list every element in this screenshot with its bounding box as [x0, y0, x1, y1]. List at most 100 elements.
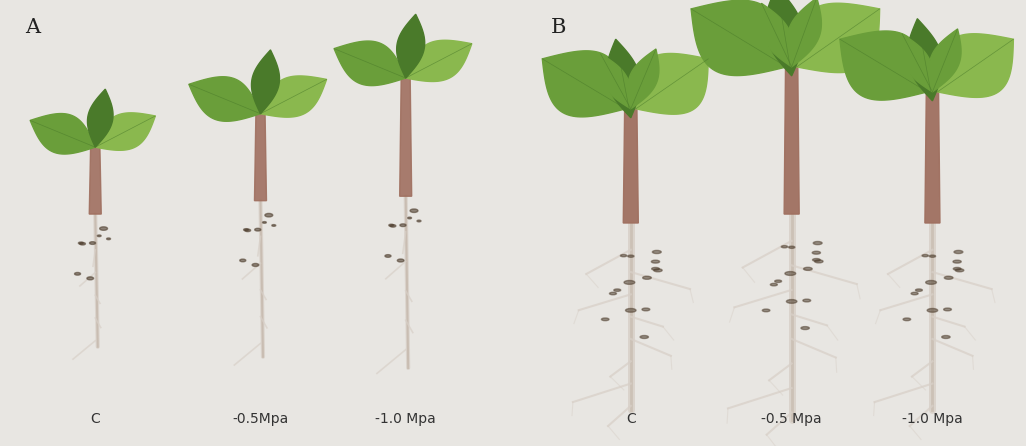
Polygon shape: [929, 29, 961, 92]
Ellipse shape: [953, 268, 961, 270]
Text: -1.0 Mpa: -1.0 Mpa: [902, 412, 962, 426]
Ellipse shape: [903, 318, 911, 321]
Ellipse shape: [80, 243, 85, 245]
Ellipse shape: [803, 299, 811, 302]
Polygon shape: [787, 0, 822, 67]
Ellipse shape: [942, 335, 950, 339]
Polygon shape: [400, 54, 411, 196]
Polygon shape: [251, 50, 279, 114]
Ellipse shape: [953, 260, 961, 263]
Ellipse shape: [621, 255, 627, 257]
Text: B: B: [550, 18, 565, 37]
Ellipse shape: [654, 269, 662, 272]
Ellipse shape: [245, 229, 250, 231]
Ellipse shape: [815, 260, 823, 263]
Ellipse shape: [407, 217, 411, 219]
Text: -1.0 Mpa: -1.0 Mpa: [376, 412, 436, 426]
Polygon shape: [902, 34, 934, 92]
Ellipse shape: [390, 225, 396, 227]
Ellipse shape: [954, 250, 962, 254]
Polygon shape: [405, 40, 472, 82]
Ellipse shape: [78, 242, 83, 244]
Ellipse shape: [928, 309, 938, 312]
Polygon shape: [261, 76, 326, 117]
Ellipse shape: [801, 326, 810, 330]
Ellipse shape: [397, 259, 404, 262]
Ellipse shape: [263, 222, 267, 223]
Ellipse shape: [389, 224, 394, 226]
Ellipse shape: [100, 227, 108, 230]
Polygon shape: [784, 54, 799, 214]
Ellipse shape: [626, 309, 636, 312]
Ellipse shape: [272, 225, 276, 226]
Polygon shape: [692, 0, 787, 75]
Polygon shape: [636, 54, 708, 114]
Ellipse shape: [385, 255, 391, 257]
Polygon shape: [254, 89, 267, 201]
Ellipse shape: [640, 335, 648, 339]
Ellipse shape: [252, 264, 259, 266]
Text: C: C: [90, 412, 101, 426]
Polygon shape: [764, 0, 803, 76]
Polygon shape: [189, 77, 261, 121]
Ellipse shape: [87, 277, 93, 280]
Ellipse shape: [813, 259, 820, 261]
Ellipse shape: [243, 229, 248, 231]
Ellipse shape: [642, 276, 652, 279]
Polygon shape: [30, 114, 95, 154]
Text: A: A: [26, 18, 40, 37]
Ellipse shape: [75, 273, 81, 275]
Ellipse shape: [89, 242, 95, 244]
Polygon shape: [628, 49, 659, 109]
Ellipse shape: [925, 281, 937, 284]
Text: -0.5 Mpa: -0.5 Mpa: [761, 412, 822, 426]
Polygon shape: [334, 41, 405, 86]
Ellipse shape: [265, 214, 273, 217]
Ellipse shape: [944, 308, 951, 311]
Polygon shape: [95, 113, 155, 150]
Ellipse shape: [771, 283, 778, 286]
Ellipse shape: [652, 268, 660, 270]
Ellipse shape: [803, 267, 813, 270]
Ellipse shape: [601, 318, 609, 321]
Ellipse shape: [814, 241, 822, 245]
Polygon shape: [87, 89, 113, 147]
Ellipse shape: [762, 309, 770, 312]
Polygon shape: [907, 19, 943, 101]
Ellipse shape: [775, 280, 782, 282]
Ellipse shape: [930, 255, 936, 257]
Ellipse shape: [782, 246, 788, 248]
Ellipse shape: [955, 269, 963, 272]
Text: C: C: [626, 412, 636, 426]
Ellipse shape: [922, 255, 929, 257]
Polygon shape: [89, 125, 102, 214]
Polygon shape: [397, 14, 425, 78]
Polygon shape: [924, 80, 940, 223]
Polygon shape: [606, 39, 640, 118]
Ellipse shape: [614, 289, 621, 291]
Polygon shape: [938, 34, 1014, 97]
Polygon shape: [840, 31, 928, 100]
Ellipse shape: [628, 255, 634, 257]
Ellipse shape: [652, 260, 660, 263]
Polygon shape: [600, 54, 631, 109]
Ellipse shape: [107, 238, 111, 240]
Ellipse shape: [642, 308, 649, 311]
Ellipse shape: [786, 300, 797, 303]
Ellipse shape: [97, 235, 102, 237]
Ellipse shape: [240, 259, 246, 262]
Ellipse shape: [785, 272, 796, 275]
Text: -0.5Mpa: -0.5Mpa: [232, 412, 288, 426]
Ellipse shape: [254, 228, 261, 231]
Ellipse shape: [813, 251, 821, 254]
Ellipse shape: [944, 276, 953, 279]
Ellipse shape: [789, 246, 795, 248]
Ellipse shape: [915, 289, 922, 291]
Polygon shape: [623, 98, 638, 223]
Ellipse shape: [417, 220, 421, 222]
Polygon shape: [760, 4, 793, 67]
Ellipse shape: [609, 292, 617, 295]
Ellipse shape: [911, 292, 918, 295]
Polygon shape: [797, 3, 879, 73]
Ellipse shape: [653, 250, 661, 254]
